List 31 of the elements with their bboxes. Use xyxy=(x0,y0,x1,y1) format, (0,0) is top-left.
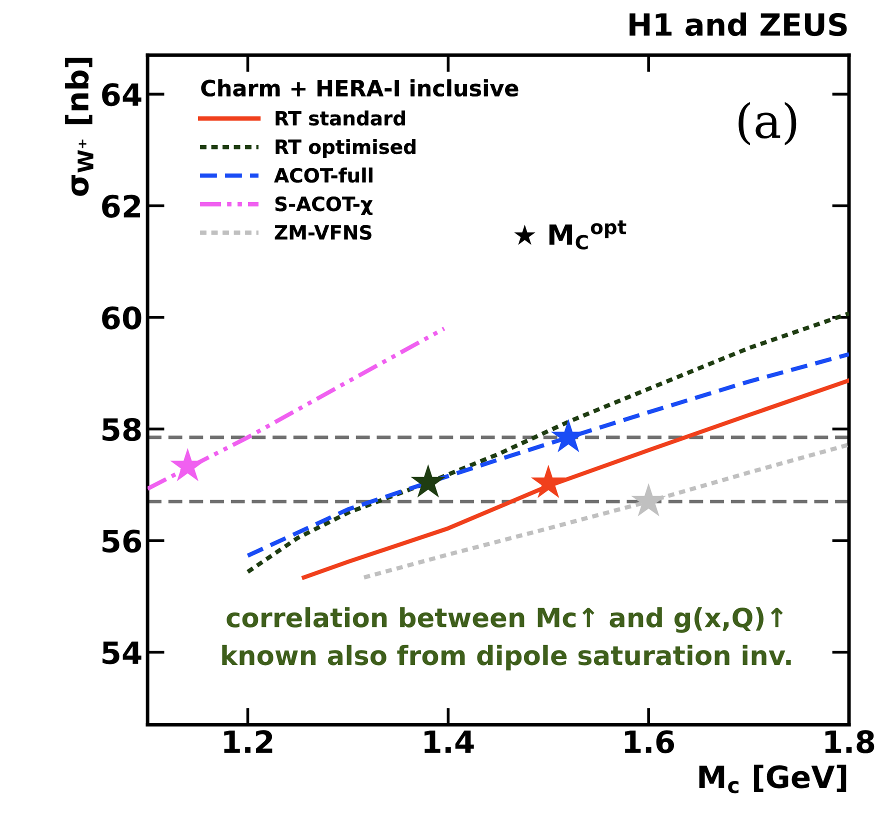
line-series xyxy=(246,311,849,574)
line-series xyxy=(362,442,849,580)
x-tick-label: 1.4 xyxy=(424,730,474,753)
legend-label: ACOT-full xyxy=(274,168,372,183)
y-tick-label: 56 xyxy=(102,530,142,553)
line-series xyxy=(246,352,849,558)
line-series xyxy=(302,378,849,580)
point xyxy=(631,483,666,516)
legend-label: ZM-VFNS xyxy=(274,225,372,240)
y-axis-title: σ$_{W⁺}$ [nb] xyxy=(65,58,94,196)
line-series xyxy=(148,326,446,491)
point xyxy=(170,448,206,482)
legend-label: S-ACOT-χ xyxy=(275,196,372,215)
y-tick-label: 64 xyxy=(102,83,142,106)
point xyxy=(530,464,566,498)
y-tick-label: 60 xyxy=(102,306,142,330)
legend-label: RT standard xyxy=(276,110,405,126)
y-tick-label: 54 xyxy=(102,642,142,664)
annotation: correlation between Mc↑ and g(x,Q)↑ known also from dipole saturation inv. xyxy=(222,607,791,670)
legend-label: RT optimised xyxy=(276,139,416,158)
legend-title: Charm + HERA-I inclusive xyxy=(201,79,518,97)
x-tick-label: 1.2 xyxy=(224,730,272,753)
annotation: ★ M$_{C}$$^{opt}$ xyxy=(514,220,626,250)
y-tick-label: 62 xyxy=(102,194,140,218)
y-tick-label: 58 xyxy=(102,418,141,442)
x-axis-title: M$_{c}$ [GeV] xyxy=(699,764,846,794)
point xyxy=(410,464,446,498)
chart-title: H1 and ZEUS xyxy=(630,12,847,36)
annotation: (a) xyxy=(738,102,796,146)
x-tick-label: 1.8 xyxy=(825,730,874,754)
x-tick-label: 1.6 xyxy=(624,730,674,754)
